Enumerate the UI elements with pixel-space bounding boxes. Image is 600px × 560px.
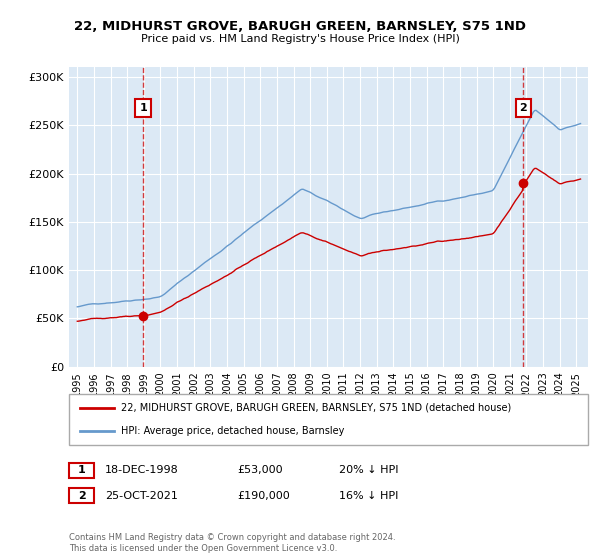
Text: 1: 1 <box>139 103 147 113</box>
Text: 25-OCT-2021: 25-OCT-2021 <box>105 491 178 501</box>
Text: 1: 1 <box>78 465 85 475</box>
Text: 2: 2 <box>520 103 527 113</box>
Text: 18-DEC-1998: 18-DEC-1998 <box>105 465 179 475</box>
Text: 22, MIDHURST GROVE, BARUGH GREEN, BARNSLEY, S75 1ND: 22, MIDHURST GROVE, BARUGH GREEN, BARNSL… <box>74 20 526 32</box>
Text: £53,000: £53,000 <box>237 465 283 475</box>
Text: 16% ↓ HPI: 16% ↓ HPI <box>339 491 398 501</box>
Text: 2: 2 <box>78 491 85 501</box>
Text: Contains HM Land Registry data © Crown copyright and database right 2024.
This d: Contains HM Land Registry data © Crown c… <box>69 533 395 553</box>
Text: 22, MIDHURST GROVE, BARUGH GREEN, BARNSLEY, S75 1ND (detached house): 22, MIDHURST GROVE, BARUGH GREEN, BARNSL… <box>121 403 511 413</box>
Text: 20% ↓ HPI: 20% ↓ HPI <box>339 465 398 475</box>
Text: Price paid vs. HM Land Registry's House Price Index (HPI): Price paid vs. HM Land Registry's House … <box>140 34 460 44</box>
Text: £190,000: £190,000 <box>237 491 290 501</box>
Text: HPI: Average price, detached house, Barnsley: HPI: Average price, detached house, Barn… <box>121 426 344 436</box>
